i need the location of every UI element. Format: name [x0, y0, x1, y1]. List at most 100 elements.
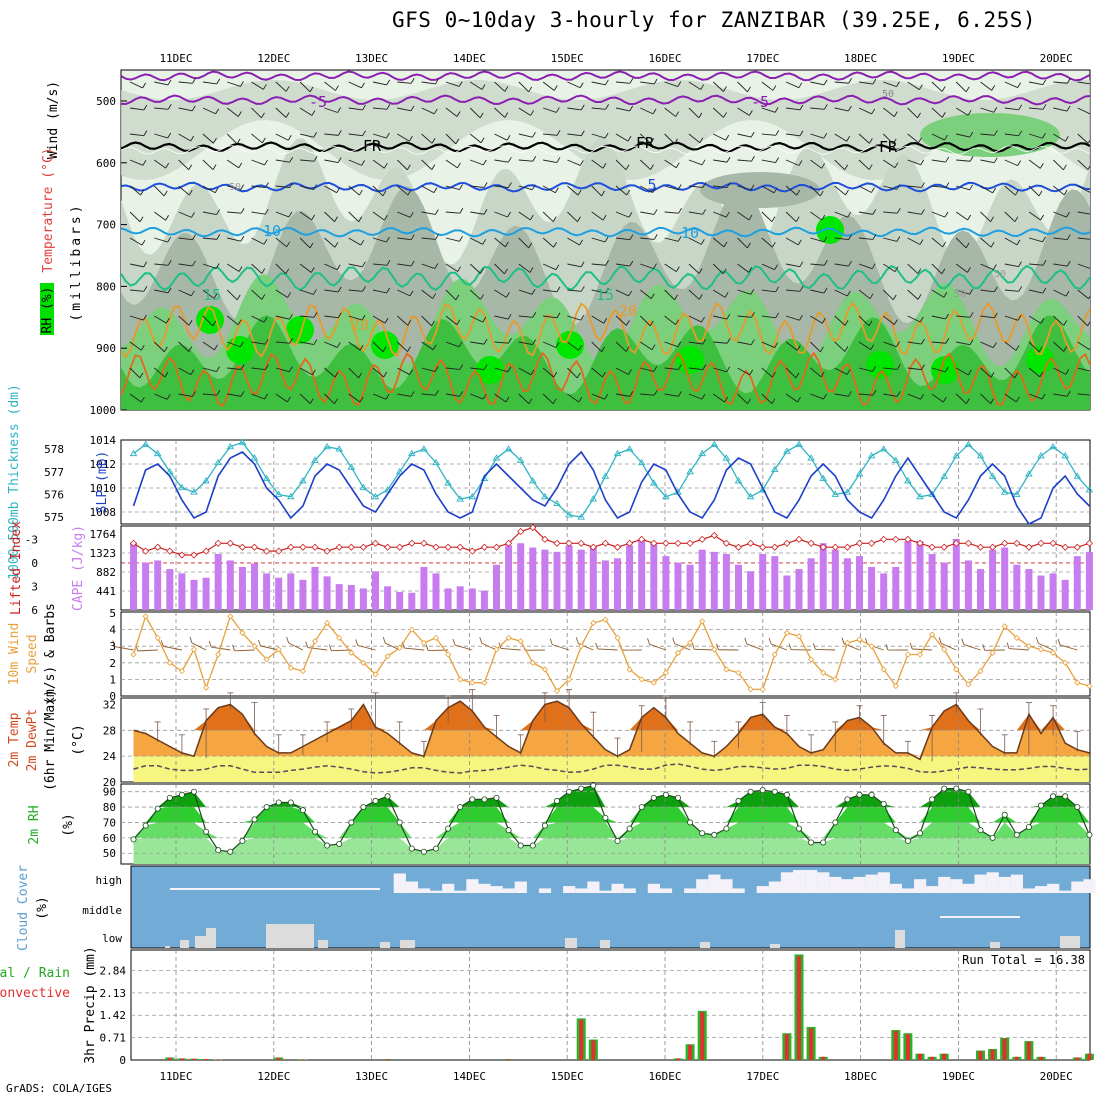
wind-barb: [615, 185, 628, 196]
precip-convective-bar: [204, 1059, 209, 1060]
wind-barb: [1029, 107, 1044, 110]
li-marker: [880, 535, 888, 543]
wind-barb: [567, 315, 581, 321]
wind-barb-flag: [821, 318, 826, 324]
thickness-marker: [722, 454, 731, 461]
wind-barb-flag: [406, 164, 411, 170]
wind-barb-flag: [240, 364, 245, 370]
wind-barb: [178, 393, 193, 397]
cape-bar: [505, 545, 513, 610]
wind-barb: [567, 341, 579, 351]
thickness-marker: [577, 513, 585, 520]
wind-barb: [299, 393, 311, 404]
thickness-marker: [202, 476, 210, 484]
wind-barb: [226, 263, 240, 272]
wind-barb: [712, 107, 724, 118]
axis-tick-label: 1012: [90, 458, 117, 471]
surface-barb: [500, 648, 521, 651]
contour-label: -5: [751, 93, 769, 111]
wind-barb-flag: [167, 79, 172, 86]
wind-barb: [956, 159, 971, 162]
wind-barb-flag: [1063, 189, 1068, 196]
wind-barb-flag: [650, 138, 655, 144]
wind-barb: [518, 315, 533, 318]
wind-barb-flag: [652, 108, 657, 115]
surface-barb-flag: [160, 640, 164, 647]
wind-barb-flag: [944, 211, 949, 218]
temperature-area: [133, 701, 1090, 757]
wind-marker: [166, 659, 173, 666]
cape-bar: [444, 588, 452, 610]
wind-barb-flag: [455, 138, 460, 145]
wind-barb: [785, 159, 800, 166]
wind-barb-flag: [1066, 78, 1071, 84]
wind-barb: [931, 211, 946, 218]
wind-barb: [1029, 81, 1043, 86]
rh-marker: [796, 825, 803, 832]
rh-marker: [1074, 804, 1081, 811]
precip-convective-bar: [809, 1028, 814, 1060]
wind-barb-flag: [163, 346, 168, 352]
high-cloud-bar: [877, 872, 890, 893]
cape-bar: [456, 586, 464, 610]
cloud-label: Cloud Cover: [16, 865, 31, 951]
thickness-marker: [359, 483, 368, 491]
thickness-marker: [625, 445, 634, 452]
wind-barb: [226, 159, 240, 169]
thickness-marker: [976, 452, 985, 459]
cloud-bars: [165, 870, 1096, 948]
surface-barb-flag: [1035, 637, 1039, 644]
cape-bar: [420, 566, 428, 610]
wind-barb: [1053, 159, 1064, 171]
wind-barb-flag: [556, 286, 561, 293]
low-cloud-bar: [770, 944, 780, 948]
precip-convective-bar: [1014, 1056, 1019, 1060]
rh-marker: [396, 819, 403, 826]
precip-convective-bar: [893, 1031, 898, 1060]
precip-convective-bar: [978, 1051, 983, 1060]
wind-barb-flag: [1018, 286, 1023, 292]
rh-marker: [227, 848, 234, 855]
wind-barb: [761, 367, 773, 378]
wind-barb: [494, 133, 508, 141]
wind-marker: [638, 676, 645, 683]
wind-barb: [615, 315, 627, 326]
wind-barb-flag: [480, 137, 485, 144]
rh-marker: [917, 830, 924, 837]
surface-barb: [674, 643, 691, 651]
axis-tick-label: 882: [96, 566, 116, 579]
li-marker: [626, 539, 634, 547]
wind-barb: [518, 185, 533, 191]
wind-barb-flag: [602, 371, 606, 378]
li-marker: [831, 543, 839, 551]
surface-barb-flag: [672, 637, 676, 644]
wind-barb-flag: [603, 317, 608, 324]
temperature-contour: [121, 351, 1090, 408]
li-marker: [855, 539, 864, 547]
low-cloud-bar: [180, 940, 189, 948]
wind-barb: [421, 263, 435, 269]
cape-bar: [638, 538, 646, 610]
wind-barb: [883, 107, 895, 117]
wind-barb: [324, 237, 336, 248]
surface-barb-flag: [595, 642, 599, 650]
li-marker: [299, 543, 307, 551]
wind-barb-flag: [653, 366, 658, 372]
wind-barb: [445, 211, 460, 214]
wind-marker: [1001, 623, 1008, 630]
wind-barb: [1004, 185, 1016, 196]
li-marker: [263, 547, 271, 555]
li-marker: [940, 543, 948, 551]
wind-marker: [771, 651, 778, 658]
wind-barb-flag: [1088, 295, 1090, 299]
rh-marker: [1025, 824, 1032, 831]
wind-barb-flag: [941, 112, 946, 118]
precip-label-1: Total / Rain: [0, 966, 70, 981]
surface-barb: [137, 649, 158, 652]
axis-tick-label: low: [102, 932, 122, 945]
precip-convective-bar: [192, 1058, 196, 1060]
wind-barb: [202, 341, 215, 351]
wind-barb: [299, 107, 313, 116]
wind-barb: [275, 159, 290, 163]
cape-bar: [178, 573, 186, 610]
